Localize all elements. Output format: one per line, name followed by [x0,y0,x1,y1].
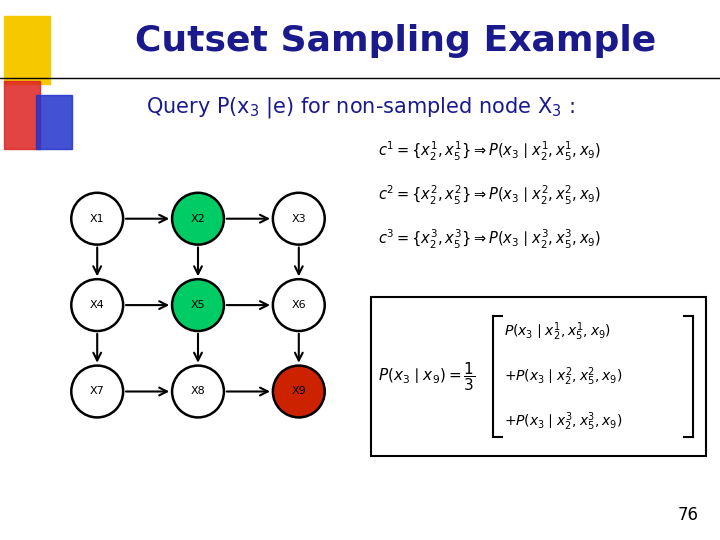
Text: X9: X9 [292,387,306,396]
Text: Cutset Sampling Example: Cutset Sampling Example [135,24,657,57]
Text: $+ P(x_3 \mid x_2^2, x_5^2, x_9)$: $+ P(x_3 \mid x_2^2, x_5^2, x_9)$ [504,366,623,388]
Ellipse shape [172,193,224,245]
Ellipse shape [71,279,123,331]
Text: X8: X8 [191,387,205,396]
Bar [371,297,706,456]
Text: $c^3 = \{x_2^3, x_5^3\} \Rightarrow P(x_3 \mid x_2^3, x_5^3, x_9)$: $c^3 = \{x_2^3, x_5^3\} \Rightarrow P(x_… [378,228,601,251]
Text: $P(x_3 \mid x_2^1, x_5^1, x_9)$: $P(x_3 \mid x_2^1, x_5^1, x_9)$ [504,321,611,343]
Ellipse shape [172,366,224,417]
Ellipse shape [71,193,123,245]
Text: X7: X7 [90,387,104,396]
Text: 76: 76 [678,506,698,524]
Ellipse shape [273,279,325,331]
Text: X2: X2 [191,214,205,224]
Text: Query P(x$_3$ |e) for non-sampled node X$_3$ :: Query P(x$_3$ |e) for non-sampled node X… [145,96,575,120]
Text: $c^2 = \{x_2^2, x_5^2\} \Rightarrow P(x_3 \mid x_2^2, x_5^2, x_9)$: $c^2 = \{x_2^2, x_5^2\} \Rightarrow P(x_… [378,184,601,207]
Bar [4,16,50,84]
Text: $c^1 = \{x_2^1, x_5^1\} \Rightarrow P(x_3 \mid x_2^1, x_5^1, x_9)$: $c^1 = \{x_2^1, x_5^1\} \Rightarrow P(x_… [378,140,601,163]
Bar [4,81,40,148]
Text: X1: X1 [90,214,104,224]
Text: X4: X4 [90,300,104,310]
Text: X5: X5 [191,300,205,310]
Text: X3: X3 [292,214,306,224]
Ellipse shape [273,193,325,245]
Text: $+ P(x_3 \mid x_2^3, x_5^3, x_9)$: $+ P(x_3 \mid x_2^3, x_5^3, x_9)$ [504,410,623,433]
Text: X6: X6 [292,300,306,310]
Bar [36,94,72,149]
Ellipse shape [71,366,123,417]
Ellipse shape [172,279,224,331]
Text: $P(x_3 \mid x_9) = \dfrac{1}{3}$: $P(x_3 \mid x_9) = \dfrac{1}{3}$ [378,360,476,393]
Ellipse shape [273,366,325,417]
